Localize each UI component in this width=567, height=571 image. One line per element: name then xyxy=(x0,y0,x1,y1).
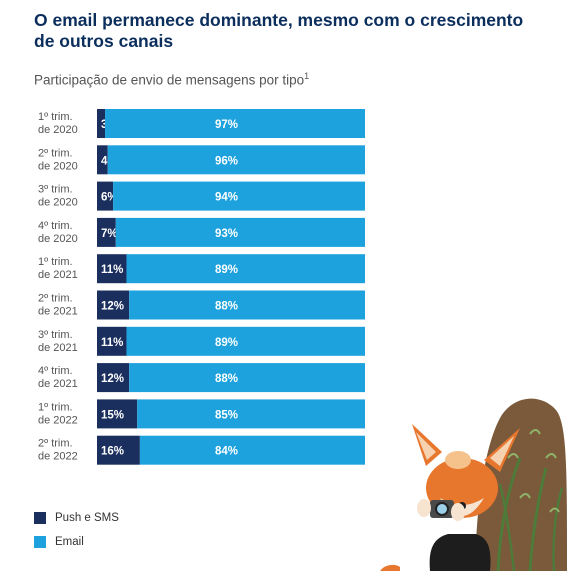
category-label: de 2021 xyxy=(38,378,78,390)
bar-push-sms xyxy=(97,399,138,429)
bar-push-sms xyxy=(97,326,127,356)
category-label: de 2022 xyxy=(38,414,78,426)
bar-email xyxy=(129,290,365,320)
data-label-email: 93% xyxy=(215,228,238,240)
legend-label-push: Push e SMS xyxy=(55,512,119,524)
data-label-email: 85% xyxy=(215,409,238,421)
data-label-push-sms: 11% xyxy=(101,264,123,276)
bar-push-sms xyxy=(97,254,127,284)
legend-swatch-push xyxy=(34,512,46,524)
category-label: de 2020 xyxy=(38,197,78,209)
bar-email xyxy=(126,254,365,284)
bar-email xyxy=(107,145,365,175)
legend-swatch-email xyxy=(34,536,46,548)
bar-push-sms xyxy=(97,109,106,138)
data-label-email: 97% xyxy=(215,119,238,131)
data-label-email: 88% xyxy=(215,373,238,385)
category-label: 3º trim. xyxy=(38,184,73,196)
category-label: de 2021 xyxy=(38,342,78,354)
data-label-email: 89% xyxy=(215,337,238,349)
category-label: 2º trim. xyxy=(38,147,73,159)
category-label: de 2020 xyxy=(38,124,78,136)
category-label: de 2020 xyxy=(38,160,78,172)
data-label-email: 89% xyxy=(215,264,238,276)
chart-title: O email permanece dominante, mesmo com o… xyxy=(34,10,524,51)
data-label-push-sms: 16% xyxy=(101,446,124,458)
data-label-email: 88% xyxy=(215,301,238,313)
legend-item-email: Email xyxy=(34,530,119,554)
footnote-marker: 1 xyxy=(304,71,310,81)
bar-email xyxy=(137,399,365,429)
data-label-email: 84% xyxy=(215,446,238,458)
bar-email xyxy=(105,109,365,138)
fox-mascot-illustration xyxy=(380,398,567,571)
bar-email xyxy=(115,217,365,247)
bar-push-sms xyxy=(97,435,140,465)
bar-push-sms xyxy=(97,217,116,247)
legend-item-push: Push e SMS xyxy=(34,506,119,530)
category-label: de 2022 xyxy=(38,451,78,463)
bar-push-sms xyxy=(97,290,130,320)
data-label-push-sms: 7% xyxy=(101,228,118,240)
chart-subtitle: Participação de envio de mensagens por t… xyxy=(34,71,309,88)
bar-email xyxy=(126,326,365,356)
category-label: de 2021 xyxy=(38,269,78,281)
category-label: de 2021 xyxy=(38,306,78,318)
category-label: 1º trim. xyxy=(38,401,73,413)
data-label-push-sms: 12% xyxy=(101,373,124,385)
legend: Push e SMS Email xyxy=(34,506,119,554)
bar-email xyxy=(113,181,365,211)
data-label-push-sms: 11% xyxy=(101,337,123,349)
data-label-push-sms: 15% xyxy=(101,409,124,421)
category-label: de 2020 xyxy=(38,233,78,245)
category-label: 4º trim. xyxy=(38,365,73,377)
bar-push-sms xyxy=(97,181,114,211)
category-label: 2º trim. xyxy=(38,438,73,450)
bar-email xyxy=(139,435,365,465)
bar-email xyxy=(129,363,365,393)
bar-push-sms xyxy=(97,363,130,393)
data-label-push-sms: 12% xyxy=(101,301,124,313)
category-label: 2º trim. xyxy=(38,293,73,305)
bar-push-sms xyxy=(97,145,108,175)
data-label-email: 94% xyxy=(215,192,238,204)
category-label: 3º trim. xyxy=(38,329,73,341)
category-label: 1º trim. xyxy=(38,256,73,268)
category-label: 4º trim. xyxy=(38,220,73,232)
subtitle-text: Participação de envio de mensagens por t… xyxy=(34,72,305,88)
legend-label-email: Email xyxy=(55,536,84,548)
data-label-email: 96% xyxy=(215,155,238,167)
category-label: 1º trim. xyxy=(38,111,73,123)
